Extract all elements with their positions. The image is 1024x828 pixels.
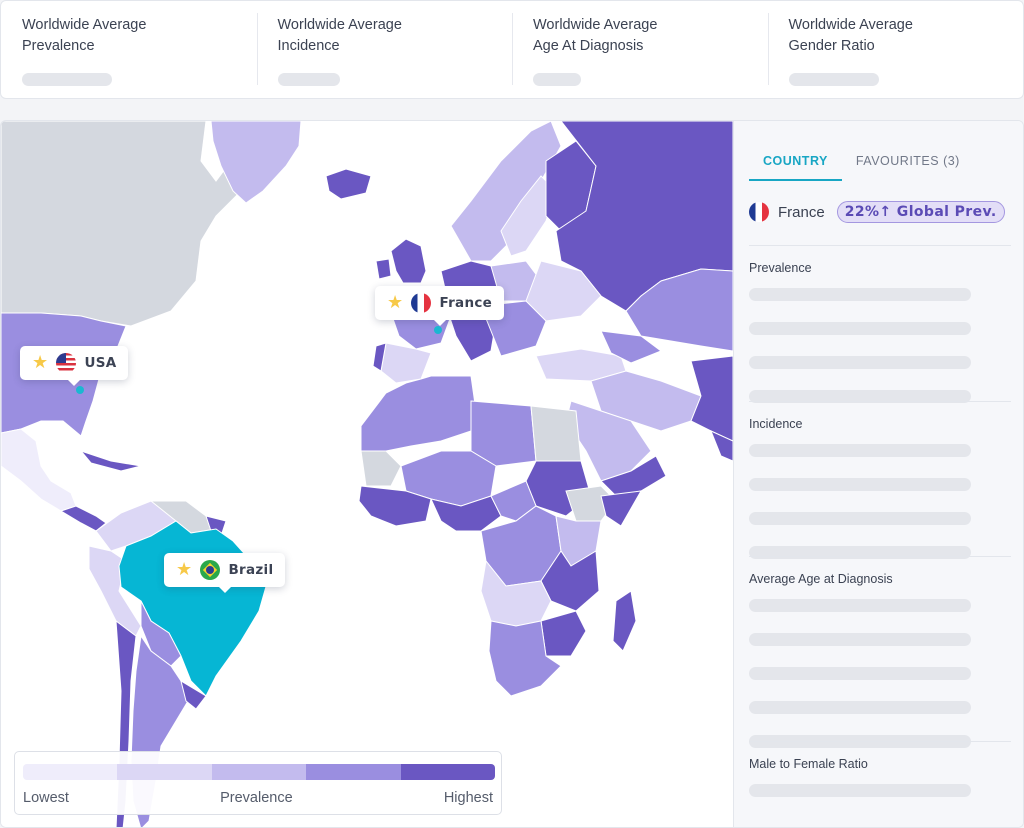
divider — [749, 556, 1011, 557]
country-mexico[interactable] — [1, 428, 77, 512]
value-skeleton — [749, 667, 971, 680]
stat-label: Worldwide Average Prevalence — [22, 17, 147, 54]
value-skeleton — [749, 599, 971, 612]
country-uruguay[interactable] — [180, 679, 207, 710]
value-skeleton — [749, 633, 971, 646]
pin-marker-france[interactable] — [434, 326, 442, 334]
country-details-panel: COUNTRY FAVOURITES (3) France 22%↑ Globa… — [733, 121, 1023, 827]
country-ireland[interactable] — [375, 258, 392, 280]
map-canvas[interactable] — [1, 121, 733, 828]
legend-color-scale — [23, 764, 495, 780]
section-title: Average Age at Diagnosis — [749, 572, 893, 586]
main-panel: ★ France ★ USA ★ Brazil Low — [0, 120, 1024, 828]
section-title: Male to Female Ratio — [749, 757, 868, 771]
value-skeleton — [749, 356, 971, 369]
legend-swatch — [306, 764, 401, 780]
value-skeleton — [749, 546, 971, 559]
stat-value-skeleton — [788, 73, 879, 86]
value-skeleton — [749, 512, 971, 525]
section-prevalence: Prevalence — [749, 245, 1011, 424]
tab-country[interactable]: COUNTRY — [749, 145, 842, 181]
map-pin-brazil[interactable]: ★ Brazil — [164, 553, 286, 593]
country-cuba[interactable] — [79, 449, 142, 472]
country-portugal[interactable] — [372, 342, 387, 372]
country-bolivia[interactable] — [140, 600, 182, 667]
value-skeleton — [749, 444, 971, 457]
country-spain[interactable] — [380, 342, 432, 384]
stat-value-skeleton — [22, 73, 112, 86]
legend-title: Prevalence — [220, 790, 293, 806]
country-egypt[interactable] — [530, 405, 582, 462]
legend-low-label: Lowest — [23, 790, 69, 806]
map-pin-usa[interactable]: ★ USA — [20, 346, 129, 386]
stat-gender: Worldwide Average Gender Ratio — [767, 1, 1024, 98]
france-flag-icon — [411, 293, 432, 313]
selected-country: France 22%↑ Global Prev. — [749, 201, 1005, 223]
stat-age: Worldwide Average Age At Diagnosis — [512, 1, 768, 98]
world-map[interactable]: ★ France ★ USA ★ Brazil Low — [1, 121, 733, 828]
section-incidence: Incidence — [749, 401, 1011, 580]
country-somalia[interactable] — [600, 490, 642, 527]
divider — [749, 401, 1011, 402]
value-skeleton — [749, 784, 971, 797]
country-india[interactable] — [710, 430, 733, 462]
country-name: France — [778, 203, 825, 221]
stats-bar: Worldwide Average Prevalence Worldwide A… — [0, 0, 1024, 99]
map-pin-france[interactable]: ★ France — [375, 286, 505, 326]
country-greenland[interactable] — [210, 121, 302, 204]
favourite-star-icon[interactable]: ★ — [32, 352, 49, 373]
tab-favourites[interactable]: FAVOURITES (3) — [855, 154, 960, 168]
pin-label: Brazil — [228, 562, 274, 578]
section-title: Incidence — [749, 417, 803, 431]
favourite-star-icon[interactable]: ★ — [176, 559, 193, 580]
country-nigeria[interactable] — [430, 495, 502, 532]
legend-swatch — [23, 764, 118, 780]
brazil-flag-icon — [200, 560, 221, 580]
country-south-africa[interactable] — [488, 620, 562, 697]
value-skeleton — [749, 701, 971, 714]
france-flag-icon — [749, 202, 769, 222]
section-gender-ratio: Male to Female Ratio — [749, 741, 1011, 818]
stat-value-skeleton — [533, 73, 581, 86]
divider — [749, 741, 1011, 742]
divider — [749, 245, 1011, 246]
country-central-america[interactable] — [59, 505, 107, 532]
pin-label: USA — [84, 355, 117, 371]
value-skeleton — [749, 390, 971, 403]
usa-flag-icon — [56, 353, 77, 373]
country-caucasus[interactable] — [600, 330, 663, 364]
stat-prevalence: Worldwide Average Prevalence — [1, 1, 257, 98]
favourite-star-icon[interactable]: ★ — [387, 292, 404, 313]
country-uk[interactable] — [390, 238, 427, 284]
country-libya[interactable] — [470, 400, 537, 467]
value-skeleton — [749, 322, 971, 335]
value-skeleton — [749, 288, 971, 301]
stat-incidence: Worldwide Average Incidence — [256, 1, 513, 98]
country-madagascar[interactable] — [612, 590, 637, 652]
pin-marker-usa[interactable] — [76, 386, 84, 394]
country-algeria[interactable] — [360, 375, 477, 452]
stat-label: Worldwide Average Gender Ratio — [788, 17, 913, 54]
legend-swatch — [117, 764, 212, 780]
stat-value-skeleton — [277, 73, 340, 86]
global-prevalence-badge: 22%↑ Global Prev. — [836, 201, 1005, 223]
map-legend: Lowest Prevalence Highest — [14, 751, 502, 815]
country-west-africa[interactable] — [358, 485, 432, 527]
section-title: Prevalence — [749, 261, 812, 275]
stat-label: Worldwide Average Age At Diagnosis — [533, 17, 658, 54]
stat-label: Worldwide Average Incidence — [277, 17, 402, 54]
legend-swatch — [211, 764, 307, 780]
pin-label: France — [439, 295, 493, 311]
country-mozambique[interactable] — [540, 610, 587, 657]
legend-swatch — [400, 764, 495, 780]
value-skeleton — [749, 478, 971, 491]
section-age: Average Age at Diagnosis — [749, 556, 1011, 769]
legend-high-label: Highest — [443, 790, 493, 806]
country-iceland[interactable] — [325, 168, 372, 200]
country-kazakhstan[interactable] — [625, 268, 733, 352]
country-mauritania[interactable] — [360, 450, 402, 487]
country-peru[interactable] — [88, 545, 142, 637]
panel-tabs: COUNTRY FAVOURITES (3) — [749, 145, 974, 181]
